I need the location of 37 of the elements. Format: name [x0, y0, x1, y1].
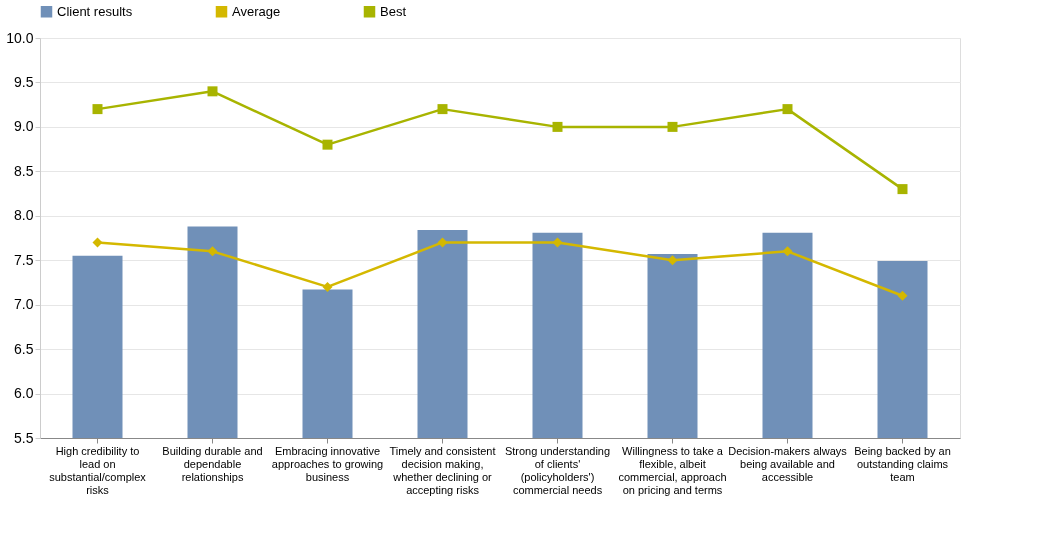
y-tick-label: 9.5	[14, 73, 34, 90]
point	[322, 139, 333, 150]
y-tick-label: 9.0	[14, 118, 34, 135]
legend-label: Average	[232, 3, 281, 19]
y-tick-label: 8.0	[14, 207, 34, 224]
point	[897, 290, 908, 301]
point	[437, 104, 448, 115]
y-tick-label: 6.0	[14, 385, 34, 402]
x-tick-label: High credibility to lead on substantial/complex risks	[49, 444, 147, 496]
point	[782, 104, 793, 115]
point	[207, 246, 218, 257]
x-tick-label: Being backed by an outstanding claims team	[854, 444, 951, 483]
point	[667, 121, 678, 132]
legend-label: Best	[380, 3, 407, 19]
y-tick-label: 5.5	[14, 429, 34, 446]
y-tick-label: 8.5	[14, 162, 34, 179]
x-tick-label: Strong understanding of clients' (policyholders') commercial needs	[504, 444, 611, 496]
x-tick-label: Building durable and dependable relationships	[162, 444, 263, 483]
point	[322, 281, 333, 292]
point	[552, 237, 563, 248]
point	[437, 237, 448, 248]
point	[667, 255, 678, 266]
legend-label: Client results	[57, 3, 133, 19]
x-tick-label: Timely and consistent decision making, whether declining or accepting risks	[389, 444, 496, 496]
point	[552, 121, 563, 132]
point	[897, 184, 908, 195]
y-tick-label: 6.5	[14, 340, 34, 357]
point	[92, 104, 103, 115]
x-tick-label: Embracing innovative approaches to growing business	[271, 444, 384, 483]
y-tick-label: 10.0	[6, 29, 34, 46]
y-tick-label: 7.5	[14, 251, 34, 268]
x-tick-label: Willingness to take a flexible, albeit commercial, approach on pricing and terms	[618, 444, 727, 496]
point	[782, 246, 793, 257]
point	[92, 237, 103, 248]
point	[207, 86, 218, 97]
x-tick-label: Decision-makers always being available and accessible	[728, 444, 848, 483]
y-tick-label: 7.0	[14, 296, 34, 313]
